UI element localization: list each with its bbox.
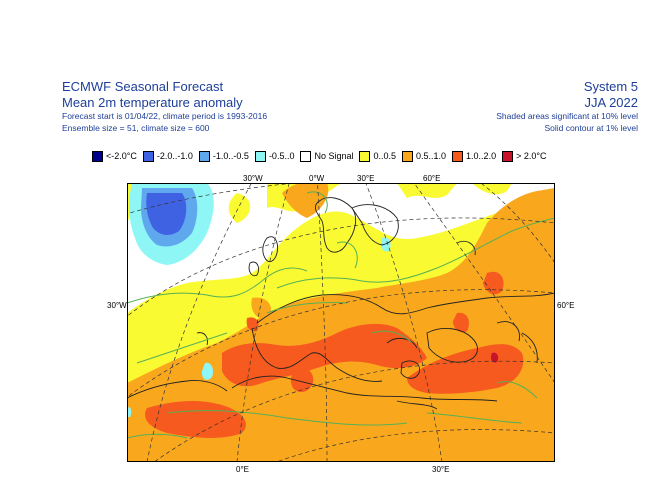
lon-label-top: 30°E [357, 174, 375, 183]
season-label: JJA 2022 [584, 95, 639, 110]
legend-item: No Signal [300, 150, 354, 162]
legend-label: 1.0..2.0 [466, 151, 497, 161]
significance-note: Shaded areas significant at 10% level [496, 111, 638, 121]
forecast-variable: Mean 2m temperature anomaly [62, 95, 243, 110]
map-frame [127, 183, 555, 462]
legend-swatch [359, 150, 371, 162]
legend-label: -0.5..0 [268, 151, 295, 161]
legend-item: 0..0.5 [359, 150, 397, 162]
legend-swatch [502, 150, 514, 162]
lon-label-top: 30°W [243, 174, 263, 183]
legend-swatch [254, 150, 266, 162]
legend-item: -2.0..-1.0 [142, 150, 193, 162]
lat-label-right: 60°E [557, 301, 575, 310]
legend-label: -1.0..-0.5 [212, 151, 249, 161]
legend-label: <-2.0°C [106, 151, 137, 161]
legend-swatch [92, 150, 103, 162]
coastlines [127, 197, 555, 410]
forecast-start-info: Forecast start is 01/04/22, climate peri… [62, 111, 268, 121]
legend-swatch [198, 150, 210, 162]
legend-item: <-2.0°C [92, 150, 137, 162]
legend-swatch [402, 150, 414, 162]
legend-swatch [300, 150, 312, 162]
graticule [127, 183, 555, 462]
temperature-anomaly-map [127, 183, 555, 462]
legend-item: 0.5..1.0 [402, 150, 447, 162]
legend-item: -1.0..-0.5 [198, 150, 249, 162]
legend-label: 0.5..1.0 [416, 151, 447, 161]
legend-label: No Signal [314, 151, 354, 161]
lat-label-left: 30°W [107, 301, 127, 310]
anomaly-negative [127, 183, 391, 417]
map-canvas [127, 183, 555, 462]
forecast-title: ECMWF Seasonal Forecast [62, 79, 224, 94]
legend-label: > 2.0°C [516, 151, 547, 161]
ensemble-info: Ensemble size = 51, climate size = 600 [62, 123, 210, 133]
lon-label-bottom: 0°E [236, 465, 249, 474]
system-label: System 5 [583, 79, 638, 94]
contour-note: Solid contour at 1% level [544, 123, 638, 133]
legend-swatch [142, 150, 154, 162]
legend-label: -2.0..-1.0 [156, 151, 193, 161]
lon-label-top: 0°W [309, 174, 325, 183]
lon-label-bottom: 30°E [432, 465, 450, 474]
lon-label-top: 60°E [423, 174, 441, 183]
significance-contours [127, 191, 555, 439]
legend-label: 0..0.5 [373, 151, 397, 161]
legend-swatch [452, 150, 464, 162]
anomaly-above-2 [490, 352, 499, 363]
color-legend: <-2.0°C -2.0..-1.0 -1.0..-0.5 -0.5..0 No… [92, 148, 552, 164]
legend-item: -0.5..0 [254, 150, 295, 162]
legend-item: > 2.0°C [502, 150, 547, 162]
legend-item: 1.0..2.0 [452, 150, 497, 162]
